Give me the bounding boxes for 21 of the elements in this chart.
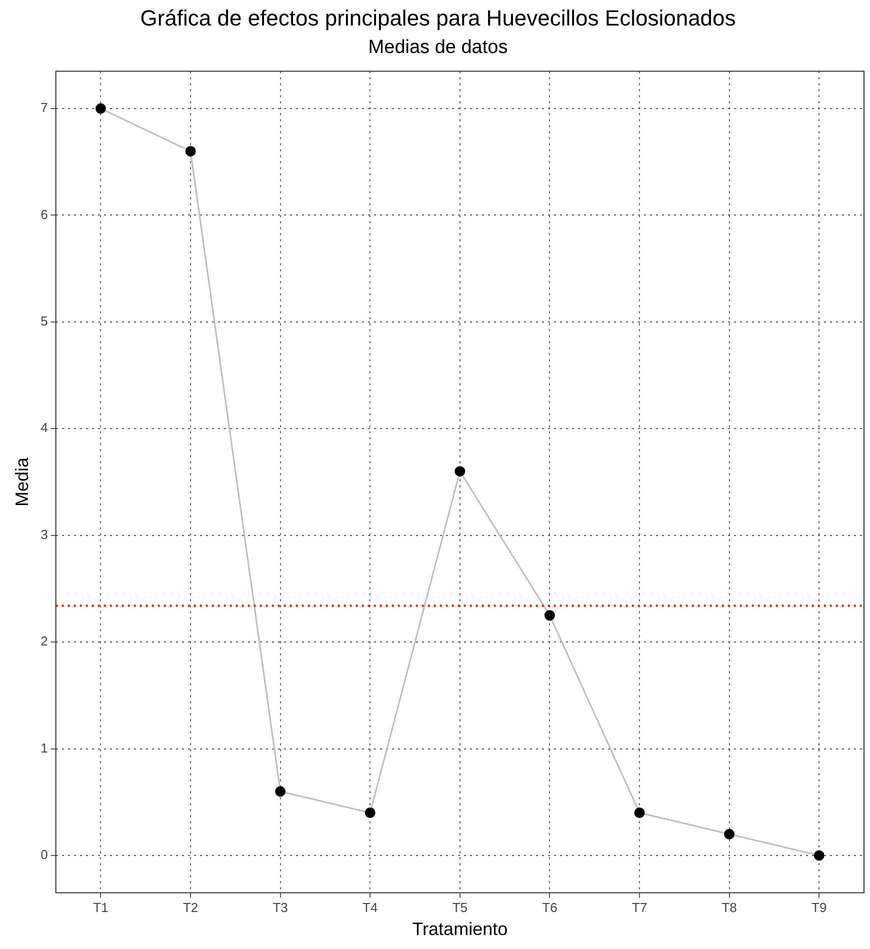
x-tick-label: T6 [542,900,558,916]
y-tick-label: 4 [40,420,48,436]
x-tick-label: T2 [182,900,198,916]
y-tick-label: 6 [40,206,48,222]
chart-title: Gráfica de efectos principales para Huevecillos Eclosionados [140,5,736,30]
y-tick-label: 5 [40,314,48,329]
y-axis-title: Media [12,456,32,507]
y-tick-label: 3 [40,526,48,542]
chart-subtitle: Medias de datos [368,37,508,58]
y-tick-label: 1 [40,740,48,756]
y-tick-label: 7 [40,100,48,116]
x-tick-label: T1 [93,900,108,916]
x-tick-label: T9 [812,900,827,916]
x-tick-label: T8 [722,900,737,916]
x-tick-label: T3 [272,900,288,916]
y-tick-label: 2 [40,634,48,649]
x-tick-label: T4 [362,900,378,916]
y-tick-label: 0 [40,847,48,862]
x-axis-title: Tratamiento [412,919,508,940]
x-tick-label: T5 [452,900,468,916]
x-tick-label: T7 [632,900,648,916]
